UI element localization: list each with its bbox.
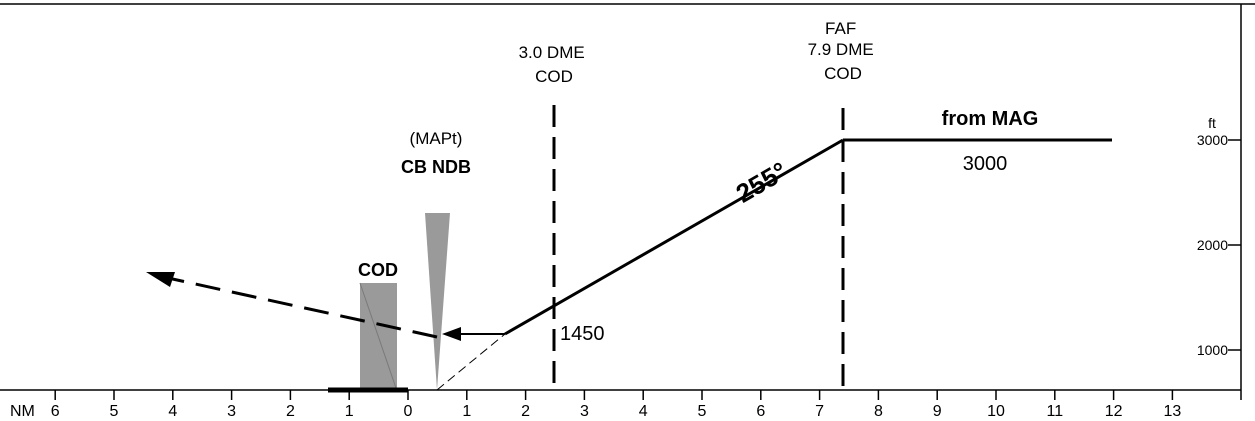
altitude-tick-label-2: 1000 — [1197, 342, 1228, 358]
altitude-tick-label-1: 2000 — [1197, 237, 1228, 253]
mapt-ndb-label: CB NDB — [401, 157, 471, 177]
missed-approach-path — [167, 276, 438, 339]
distance-tick-label-2: 4 — [168, 403, 177, 420]
distance-tick-label-9: 3 — [580, 403, 589, 420]
altitude-tick-label-0: 3000 — [1197, 132, 1228, 148]
distance-ticks: 6 5 4 3 2 1 0 1 2 3 4 5 6 7 8 9 10 11 12 13 — [51, 390, 1182, 420]
distance-tick-label-6: 0 — [404, 403, 413, 420]
distance-tick-label-14: 8 — [874, 403, 883, 420]
step-altitude-label: 1450 — [560, 323, 605, 345]
altitude-scale: 3000 2000 1000 — [1197, 132, 1241, 358]
altitude-unit-label: ft — [1208, 115, 1216, 131]
distance-tick-label-11: 5 — [698, 403, 707, 420]
distance-tick-label-18: 12 — [1105, 403, 1123, 420]
fix-faf-line-1: FAF — [825, 19, 856, 38]
facility-label: COD — [358, 260, 398, 280]
distance-tick-label-4: 2 — [286, 403, 295, 420]
fix-label-faf: FAF 7.9 DME COD — [808, 19, 879, 83]
distance-tick-label-15: 9 — [933, 403, 942, 420]
distance-tick-label-1: 5 — [110, 403, 119, 420]
fix-3dme-line-1: 3.0 DME — [519, 43, 585, 62]
glidepath-extension — [436, 333, 506, 391]
distance-tick-label-17: 11 — [1046, 403, 1063, 420]
fix-faf-line-3: COD — [824, 64, 862, 83]
distance-tick-label-0: 6 — [51, 403, 60, 420]
ndb-symbol — [425, 213, 450, 390]
initial-segment-label: from MAG — [942, 108, 1039, 130]
missed-approach-arrowhead — [146, 272, 175, 287]
distance-tick-label-3: 3 — [227, 403, 236, 420]
descent-path — [504, 138, 844, 336]
distance-tick-label-13: 7 — [815, 403, 824, 420]
distance-tick-label-12: 6 — [756, 403, 765, 420]
facility-symbol-diagonal — [359, 282, 398, 392]
distance-tick-label-7: 1 — [462, 403, 471, 420]
map-arrow-head — [442, 327, 461, 341]
distance-tick-label-5: 1 — [345, 403, 354, 420]
distance-tick-label-10: 4 — [639, 403, 648, 420]
fix-faf-line-2: 7.9 DME — [808, 40, 874, 59]
fix-label-3dme: 3.0 DME COD — [519, 43, 590, 86]
mapt-label: (MAPt) — [410, 129, 463, 148]
distance-tick-label-16: 10 — [987, 403, 1005, 420]
distance-tick-label-8: 2 — [521, 403, 530, 420]
distance-tick-label-19: 13 — [1164, 403, 1182, 420]
initial-altitude-label: 3000 — [963, 153, 1008, 175]
distance-unit-label: NM — [10, 403, 35, 420]
fix-3dme-line-2: COD — [535, 67, 573, 86]
